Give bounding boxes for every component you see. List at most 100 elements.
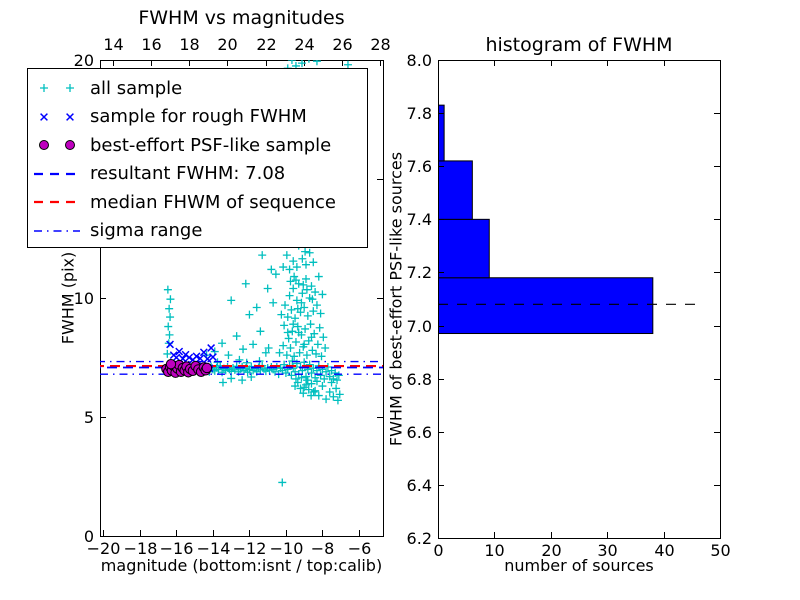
- scatter-point: [300, 303, 309, 312]
- y-tick-label: 10: [73, 288, 94, 308]
- scatter-point: [311, 288, 320, 297]
- scatter-point: [333, 376, 342, 385]
- scatter-point: [295, 348, 304, 357]
- scatter-point: [301, 324, 310, 333]
- x-tick-label: −18: [123, 539, 158, 558]
- legend-entry-all-sample: all sample: [28, 74, 367, 103]
- scatter-point: [319, 333, 328, 342]
- scatter-point: [335, 390, 344, 399]
- scatter-point: [172, 353, 181, 362]
- scatter-point: [227, 296, 236, 305]
- scatter-point: [247, 362, 256, 371]
- legend-label: sample for rough FWHM: [90, 106, 307, 128]
- plus-marker-icon: [28, 77, 90, 99]
- scatter-point: [309, 388, 318, 397]
- scatter-point: [285, 265, 294, 274]
- histogram-bar: [438, 277, 654, 335]
- scatter-point: [290, 272, 299, 281]
- scatter-point: [192, 352, 201, 361]
- scatter-point: [309, 307, 318, 316]
- scatter-point: [166, 340, 174, 349]
- scatter-point: [303, 311, 312, 320]
- scatter-point: [309, 258, 318, 267]
- scatter-point: [292, 359, 301, 368]
- scatter-point: [307, 379, 316, 388]
- histogram-bars: [438, 104, 654, 335]
- scatter-point: [277, 310, 286, 319]
- scatter-point: [299, 280, 308, 289]
- scatter-point: [329, 392, 338, 401]
- top-x-tick-label: 28: [370, 35, 391, 54]
- scatter-point: [264, 343, 273, 352]
- scatter-point: [302, 372, 311, 381]
- x-marker-icon: [28, 106, 90, 128]
- scatter-point: [209, 353, 217, 361]
- scatter-point: [308, 346, 317, 355]
- scatter-point: [287, 371, 296, 380]
- y-tick-label: 20: [73, 50, 94, 70]
- scatter-point: [185, 353, 194, 362]
- blue-dashed-line-icon: [28, 163, 90, 185]
- scatter-point: [289, 257, 298, 266]
- x-tick-label: −14: [196, 539, 231, 558]
- red-dashed-line-icon: [28, 191, 90, 213]
- scatter-point: [235, 355, 244, 364]
- scatter-point: [201, 362, 213, 374]
- scatter-point: [314, 272, 323, 281]
- scatter-point: [239, 345, 248, 354]
- scatter-point: [320, 374, 329, 383]
- scatter-point: [249, 340, 258, 349]
- y-tick-label: 7.0: [406, 316, 432, 336]
- scatter-point: [258, 251, 267, 260]
- scatter-point: [311, 386, 320, 395]
- x-tick-label: −16: [159, 539, 194, 558]
- scatter-point: [275, 348, 284, 357]
- scatter-point: [322, 367, 331, 376]
- scatter-point: [199, 348, 208, 357]
- top-x-tick-label: 18: [179, 35, 200, 54]
- scatter-point: [321, 343, 330, 352]
- scatter-point: [288, 327, 297, 336]
- y-tick-label: 8.0: [406, 50, 432, 70]
- scatter-point: [203, 354, 212, 363]
- y-tick-label: 7.2: [406, 262, 432, 282]
- scatter-point: [271, 270, 280, 279]
- dashdot-line-icon: [28, 220, 90, 242]
- scatter-point: [316, 371, 325, 380]
- scatter-point: [296, 384, 305, 393]
- scatter-point: [307, 368, 316, 377]
- right-xaxis-label: number of sources: [504, 556, 654, 575]
- scatter-point: [315, 323, 324, 332]
- scatter-point: [312, 349, 321, 358]
- scatter-point: [332, 384, 341, 393]
- scatter-point: [290, 352, 299, 361]
- scatter-point: [279, 341, 288, 350]
- x-tick-label: 0: [433, 541, 444, 560]
- scatter-point: [282, 251, 291, 260]
- scatter-point: [311, 373, 320, 382]
- scatter-point: [165, 358, 177, 370]
- scatter-point: [312, 301, 321, 310]
- scatter-point: [297, 60, 306, 68]
- x-tick-label: 20: [541, 541, 562, 560]
- scatter-point: [293, 322, 302, 331]
- scatter-point: [298, 254, 307, 263]
- scatter-point: [312, 377, 321, 386]
- scatter-point: [281, 301, 290, 310]
- scatter-point: [241, 279, 250, 288]
- scatter-point: [300, 358, 309, 367]
- scatter-point: [175, 347, 184, 356]
- scatter-point: [291, 382, 300, 391]
- scatter-point: [263, 284, 272, 293]
- histogram-bar: [438, 160, 473, 220]
- y-tick-label: 5: [83, 407, 94, 427]
- scatter-point: [286, 343, 295, 352]
- scatter-point: [269, 298, 278, 307]
- series-psf-sample: [161, 358, 213, 378]
- scatter-point: [302, 351, 311, 360]
- y-tick-label: 7.4: [406, 209, 432, 229]
- scatter-point: [224, 351, 233, 360]
- x-tick-label: 40: [654, 541, 675, 560]
- top-x-tick-label: 26: [332, 35, 353, 54]
- scatter-point: [165, 330, 174, 339]
